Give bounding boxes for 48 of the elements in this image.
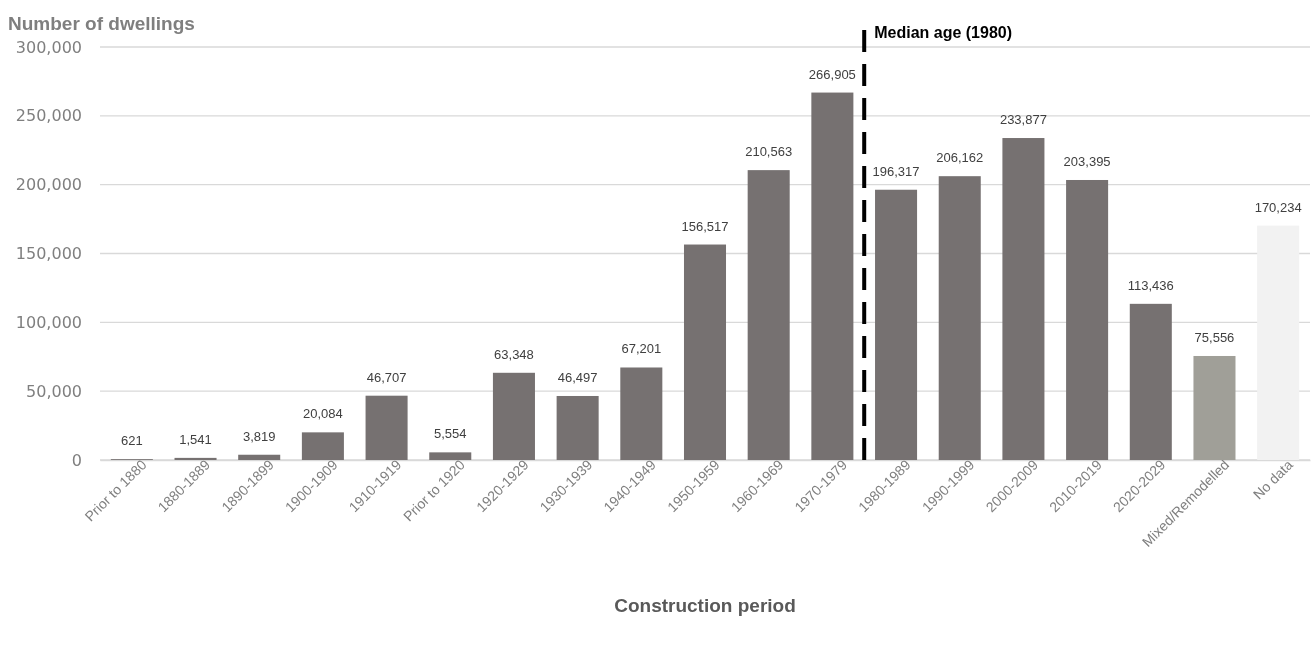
- x-axis-title: Construction period: [614, 595, 796, 616]
- bar: [1193, 355, 1236, 460]
- y-tick-label: 300,000: [15, 37, 82, 57]
- data-label: 20,084: [303, 406, 343, 422]
- bar: [238, 454, 281, 460]
- data-label: 266,905: [808, 66, 856, 82]
- y-tick-label: 50,000: [26, 381, 82, 401]
- y-tick-label: 100,000: [15, 312, 82, 332]
- bar: [1129, 303, 1172, 460]
- bar: [365, 395, 408, 460]
- data-label: 113,436: [1127, 277, 1174, 293]
- data-label: 210,563: [745, 144, 793, 160]
- data-label: 196,317: [872, 163, 920, 179]
- bar: [1257, 225, 1300, 460]
- data-label: 67,201: [621, 341, 662, 357]
- y-tick-label: 150,000: [15, 244, 82, 264]
- data-label: 156,517: [681, 218, 729, 234]
- data-label: 3,819: [242, 428, 276, 444]
- bar: [1066, 179, 1109, 460]
- bar: [492, 372, 535, 460]
- bar: [174, 457, 217, 460]
- bar: [811, 92, 854, 460]
- y-axis-title: Number of dwellings: [8, 13, 195, 34]
- data-label: 206,162: [936, 150, 984, 166]
- bar: [556, 395, 599, 460]
- data-label: 621: [120, 433, 143, 449]
- y-tick-label: 200,000: [15, 175, 82, 195]
- ref-line-label: Median age (1980): [874, 24, 1013, 41]
- bar: [1002, 138, 1045, 460]
- bar: [301, 432, 344, 460]
- y-tick-label: 250,000: [15, 106, 82, 126]
- y-tick-label: 0: [71, 450, 82, 470]
- data-label: 46,497: [557, 369, 598, 385]
- data-label: 203,395: [1063, 153, 1111, 169]
- x-tick-label: No data: [1249, 456, 1296, 503]
- data-label: 63,348: [494, 346, 534, 362]
- data-label: 75,556: [1194, 329, 1235, 345]
- bar: [938, 176, 981, 460]
- bar: [683, 244, 727, 460]
- bar: [429, 452, 472, 460]
- data-label: 46,707: [366, 369, 407, 385]
- data-label: 1,541: [179, 431, 212, 447]
- data-label: 170,234: [1254, 199, 1302, 215]
- data-label: 233,877: [999, 112, 1047, 128]
- bar: [620, 367, 663, 460]
- bar: [875, 189, 918, 460]
- data-label: 5,554: [433, 426, 467, 442]
- bar: [747, 170, 790, 460]
